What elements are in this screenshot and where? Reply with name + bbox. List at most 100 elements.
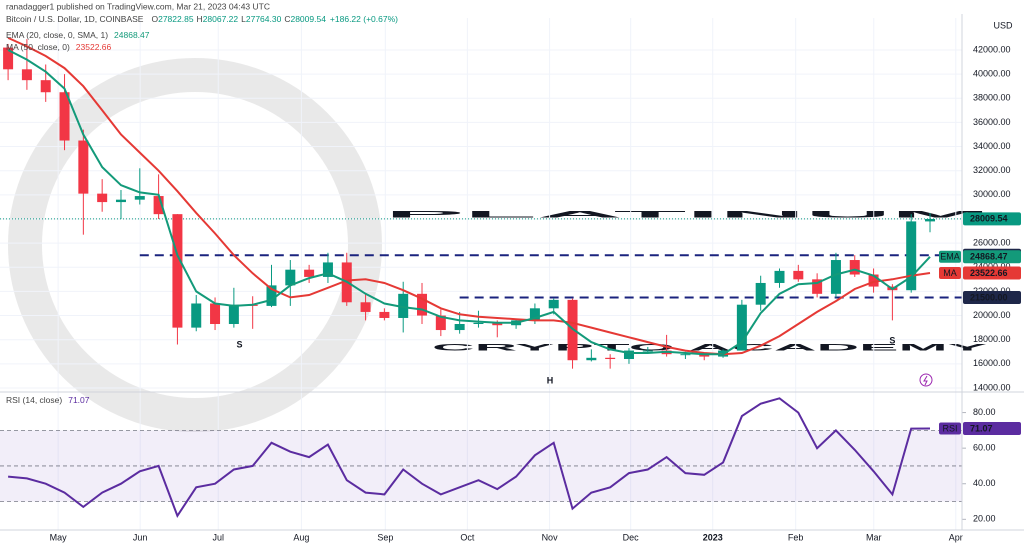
candle-body	[699, 354, 710, 357]
candle-body	[322, 262, 333, 277]
y-tick-label: 38000.00	[973, 93, 1011, 103]
x-tick-label: Sep	[377, 532, 393, 542]
candle-body	[586, 357, 597, 361]
watermark-text: PLATINUM	[385, 209, 990, 219]
publisher: ranadagger1 published on TradingView.com…	[6, 1, 270, 11]
price-tag-label: 24868.47	[970, 252, 1008, 262]
price-tag	[963, 290, 1021, 304]
x-tick-label: Aug	[293, 532, 309, 542]
x-tick-label: Oct	[460, 532, 475, 542]
x-tick-label: Jul	[212, 532, 224, 542]
legend-text: 28009.54	[290, 14, 326, 24]
candle-body	[228, 304, 239, 325]
line-series	[7, 49, 931, 356]
y-tick-label: 30000.00	[973, 189, 1011, 199]
legend-name: EMA (20, close, 0, SMA, 1)	[6, 30, 108, 40]
y-tick-label: 16000.00	[973, 358, 1011, 368]
y-tick-label: 32000.00	[973, 165, 1011, 175]
series-tag	[939, 267, 961, 280]
candle-body	[605, 357, 616, 360]
candle-body	[454, 324, 465, 331]
candle-body	[492, 322, 503, 326]
candle-body	[680, 354, 691, 356]
candle-body	[435, 315, 446, 331]
price-tag	[963, 266, 1021, 280]
candle-body	[868, 274, 879, 287]
candle-body	[40, 80, 51, 93]
alert-icon	[919, 373, 933, 387]
price-tag-label: 28009.54	[970, 214, 1008, 224]
candle-body	[191, 303, 202, 328]
y-tick-label: 34000.00	[973, 141, 1011, 151]
x-tick-label: May	[50, 532, 68, 542]
candle-body	[59, 92, 70, 141]
candle-body	[379, 311, 390, 318]
candle-body	[830, 260, 841, 294]
price-tag-label: 23522.66	[970, 268, 1008, 278]
x-tick-label: Dec	[623, 532, 640, 542]
indicator-legend: MA (50, close, 0) 23522.66	[6, 42, 112, 52]
price-tag	[963, 250, 1021, 264]
candle-body	[793, 270, 804, 280]
legend-value: 71.07	[68, 395, 90, 405]
y-tick-label: 60.00	[973, 443, 996, 453]
legend-text: O	[151, 14, 158, 24]
candle-body	[285, 269, 296, 286]
legend-text: L	[241, 14, 246, 24]
legend-text: 27822.85	[158, 14, 194, 24]
y-tick-label: 20000.00	[973, 310, 1011, 320]
indicator-legend: EMA (20, close, 0, SMA, 1) 24868.47	[6, 30, 150, 40]
price-tag	[963, 212, 1021, 226]
candle-body	[642, 350, 653, 352]
candle-body	[172, 214, 183, 328]
candle-body	[906, 221, 917, 291]
candle-body	[755, 282, 766, 305]
legend-text: 28067.22	[203, 14, 239, 24]
line-series	[8, 397, 931, 518]
candle-body	[925, 218, 936, 222]
candle-body	[812, 279, 823, 294]
legend-value: 23522.66	[76, 42, 112, 52]
candle-body	[623, 350, 634, 360]
price-tag	[963, 421, 1021, 435]
plot	[0, 18, 966, 530]
y-tick-label: 26000.00	[973, 238, 1011, 248]
candle-body	[153, 196, 164, 215]
series-tag-label: RSI	[942, 423, 957, 433]
candle-body	[548, 299, 559, 309]
y-tick-label: 36000.00	[973, 117, 1011, 127]
candle-body	[736, 304, 747, 351]
currency: USD	[993, 20, 1013, 30]
candle-body	[21, 69, 32, 81]
candle-body	[473, 322, 484, 325]
watermark: PLATINUM CRYPTO ACADEMY	[385, 209, 990, 352]
symbol-legend: Bitcoin / U.S. Dollar, 1D, COINBASE O2782…	[6, 14, 398, 24]
y-tick-label: 14000.00	[973, 382, 1011, 392]
price-tag-label: 21500.00	[970, 292, 1008, 302]
y-tick-label: 42000.00	[973, 44, 1011, 54]
rsi-band	[0, 430, 962, 502]
candle-body	[849, 260, 860, 275]
legend-text: Bitcoin / U.S. Dollar, 1D, COINBASE	[6, 14, 144, 24]
x-tick-label: Jun	[133, 532, 148, 542]
series-tag-label: EMA	[940, 252, 960, 262]
watermark-text: CRYPTO ACADEMY	[432, 342, 987, 352]
candle-body	[78, 140, 89, 194]
candle-body	[266, 285, 277, 306]
x-tick-label: 2023	[703, 532, 723, 542]
x-tick-label: Apr	[949, 532, 963, 542]
y-tick-label: 20.00	[973, 514, 996, 524]
series-tag	[939, 250, 961, 263]
y-tick-label: 18000.00	[973, 334, 1011, 344]
legend-text: +186.22 (+0.67%)	[330, 14, 398, 24]
series-tag	[939, 422, 961, 435]
legend-value: 24868.47	[114, 30, 150, 40]
indicator-legend: RSI (14, close) 71.07	[6, 395, 90, 405]
y-tick-label: 40.00	[973, 478, 996, 488]
candle-body	[774, 270, 785, 283]
candle-body	[134, 196, 145, 200]
pattern-label: H	[547, 375, 554, 385]
line-series	[7, 36, 931, 356]
candle-body	[3, 47, 14, 70]
candle-body	[210, 303, 221, 325]
